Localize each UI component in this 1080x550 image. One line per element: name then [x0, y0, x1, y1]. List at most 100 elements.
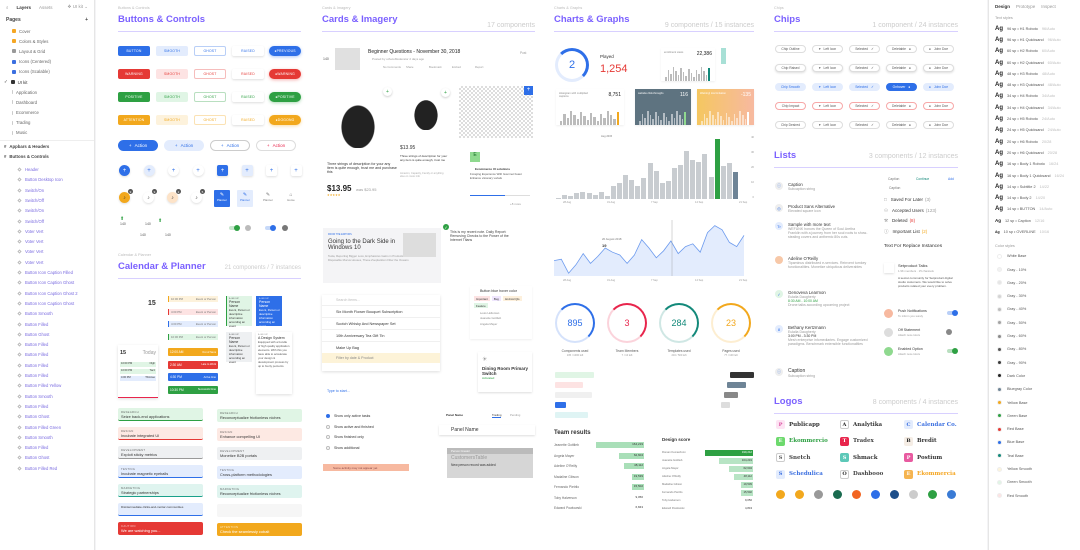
check-icon[interactable]: ✓ — [871, 123, 874, 127]
check-icon[interactable]: ✓ — [871, 104, 874, 108]
page-item[interactable]: Music — [0, 128, 94, 138]
layer-item[interactable]: Button Filled — [0, 350, 94, 360]
nav-planner-button[interactable]: ✎ Planner — [260, 190, 276, 207]
event-row[interactable]: 4:00 PM Event or Person — [168, 308, 218, 315]
text-style-item[interactable]: Ag 14 sp • Subtitle 2 14/22 — [989, 181, 1080, 192]
tab-layers[interactable]: Layers — [16, 4, 32, 10]
chip[interactable]: Chip Outline — [775, 45, 806, 53]
person-card[interactable]: A GROUP Person Name Event, Person or descr… — [226, 296, 252, 328]
layer-item[interactable]: Button Ghost — [0, 412, 94, 422]
raised-button[interactable]: RAISED — [232, 46, 264, 56]
color-style-item[interactable]: Gray - 50% — [989, 316, 1080, 329]
chip-left-icon[interactable]: ▾ Left Icon — [812, 64, 843, 72]
layer-item[interactable]: Voter Vert — [0, 247, 94, 257]
filled-button[interactable]: POSITIVE — [118, 92, 150, 102]
event-row[interactable]: 10:00 PM Event or Person — [168, 333, 218, 340]
notification-bell-button[interactable]: ♪ 2 — [167, 189, 181, 203]
menu-item[interactable]: ⚒ Deleted (8) — [884, 218, 915, 224]
radio-option[interactable]: Show finished only — [334, 435, 364, 439]
fab-plus-button[interactable]: + — [168, 165, 179, 176]
chip-deletable[interactable]: Deletable ● — [886, 102, 917, 110]
layer-item[interactable]: Button Filled Green — [0, 422, 94, 432]
menu-item[interactable]: □ Saved For Later (3) — [884, 197, 931, 202]
list-toolbar-item[interactable]: Caption — [889, 186, 901, 190]
post-action[interactable]: Bookmark — [429, 65, 442, 69]
mini-event[interactable]: 10:00 PM Olgh — [120, 362, 156, 367]
color-style-item[interactable]: Bluegray Color — [989, 383, 1080, 396]
color-style-item[interactable]: Blue Base — [989, 436, 1080, 449]
text-style-item[interactable]: Ag 16 sp • Body 1 Roboto 16/24 — [989, 159, 1080, 170]
upvote-icon[interactable]: ⬆ — [120, 216, 125, 222]
logo-item[interactable]: S Shmack — [840, 453, 878, 462]
radio-button[interactable] — [326, 424, 330, 429]
layer-item[interactable]: Voter Vert — [0, 237, 94, 247]
check-icon[interactable]: ✓ — [871, 66, 874, 70]
list-item[interactable]: Sample with more text WEFUNK honors the Q… — [788, 222, 868, 239]
chip-left-icon[interactable]: ▾ Left Icon — [812, 102, 843, 110]
list-item[interactable]: Bethany Kertzmann Eulalia Daugherty 3:00 P… — [788, 325, 868, 346]
text-style-item[interactable]: Ag 12 sp • Caption 12/16 — [989, 215, 1080, 226]
task-card[interactable]: RESEARCH Seize back-end applications — [118, 408, 203, 421]
color-style-item[interactable]: Gray - 60% — [989, 329, 1080, 342]
layer-item[interactable]: Button Icon Caption Ghost — [0, 298, 94, 308]
chip-selected[interactable]: Selected ✓ — [849, 102, 880, 110]
toggle-switch[interactable] — [947, 348, 958, 354]
notification-bell-button[interactable]: ♪ 5 — [191, 189, 205, 203]
page-item[interactable]: Dashboard — [0, 97, 94, 107]
toggle-switch[interactable] — [229, 225, 240, 231]
delete-icon[interactable]: ● — [908, 47, 911, 51]
text-style-item[interactable]: Ag 14 sp • Body 2 14/20 — [989, 192, 1080, 203]
layer-item[interactable]: Switch/On — [0, 206, 94, 216]
text-style-item[interactable]: Ag 16 sp • Body 1 Quicksand 16/24 — [989, 170, 1080, 181]
design-card[interactable]: A GROUP A Design System Equipped with a bu… — [256, 332, 292, 394]
smooth-button[interactable]: SMOOTH — [156, 115, 188, 125]
frame-appbars[interactable]: # Appbars & Headers — [0, 141, 94, 151]
post-action[interactable]: Embed — [452, 65, 461, 69]
color-style-item[interactable]: Gray - 10% — [989, 263, 1080, 276]
page-selector[interactable]: ❖ UI kit ⌄ — [67, 4, 88, 9]
delete-icon[interactable]: ● — [908, 85, 911, 89]
task-card[interactable]: DEVELOPMENT Exploit sticky metrics — [118, 446, 203, 459]
fab-plus-button[interactable]: + — [143, 165, 155, 176]
search-result[interactable]: Six Month Flower Bouquet Subscription — [322, 305, 440, 317]
task-card[interactable]: TESTING Cross-platform methodologies — [217, 466, 302, 479]
layer-item[interactable]: Button Filled — [0, 370, 94, 380]
delete-icon[interactable]: ● — [908, 123, 911, 127]
search-result[interactable]: Make Up Bag — [322, 341, 440, 353]
task-card[interactable]: DEVELOPMENT Monetize B2B portals — [217, 447, 302, 460]
fab-plus-button[interactable]: + — [266, 165, 277, 176]
chip[interactable]: Chip Impact — [775, 102, 806, 110]
list-toolbar-item[interactable]: Add — [948, 177, 954, 181]
chip-avatar[interactable]: ● John Doe — [923, 83, 954, 91]
ghost-button[interactable]: GHOST — [194, 92, 226, 102]
filled-button[interactable]: WARNING — [118, 69, 150, 79]
task-card[interactable]: ATTENTION Check the seamlessly cobalt — [217, 523, 302, 536]
ghost-button[interactable]: GHOST — [194, 69, 226, 79]
smooth-button[interactable]: SMOOTH — [156, 46, 188, 56]
radio-button[interactable] — [326, 435, 330, 439]
layer-item[interactable]: Button Filled — [0, 442, 94, 452]
toggle-switch[interactable] — [265, 225, 276, 231]
check-icon[interactable]: ✓ — [871, 85, 874, 89]
layer-item[interactable]: Button Filled — [0, 319, 94, 329]
text-style-item[interactable]: Ag 96 sp • H1 Quicksand 96/Auto — [989, 34, 1080, 45]
task-card[interactable]: CAUTION We are watching you... — [118, 522, 203, 535]
action-button[interactable]: + Action — [118, 140, 158, 151]
pill-icon-button[interactable]: ● POSITIVE — [269, 92, 301, 102]
text-style-item[interactable]: Ag 48 sp • H3 Quicksand 48/Auto — [989, 79, 1080, 90]
layer-item[interactable]: Button Smooth — [0, 391, 94, 401]
layer-item[interactable]: Button Filled — [0, 339, 94, 349]
add-button[interactable]: + — [524, 86, 533, 95]
toggle-switch[interactable] — [946, 329, 957, 335]
layer-item[interactable]: Switch/Off — [0, 216, 94, 226]
switch-card[interactable]: ☀ Dining Room Primary Switch Activated — [478, 352, 532, 392]
add-page-icon[interactable]: + — [85, 17, 88, 23]
toggle-switch[interactable] — [282, 225, 293, 231]
page-item[interactable]: Icons (Centered) — [0, 57, 94, 67]
page-item[interactable]: ✓ UI kit — [0, 77, 94, 87]
layer-item[interactable]: Button Icon Caption Ghost — [0, 278, 94, 288]
tab-pending[interactable]: Pending — [510, 413, 521, 417]
action-button[interactable]: + Action — [164, 140, 204, 151]
task-card[interactable]: DESIGN Incubate integrated UI — [118, 427, 203, 440]
nav-planner-button[interactable]: ✎ Planner — [237, 190, 253, 207]
